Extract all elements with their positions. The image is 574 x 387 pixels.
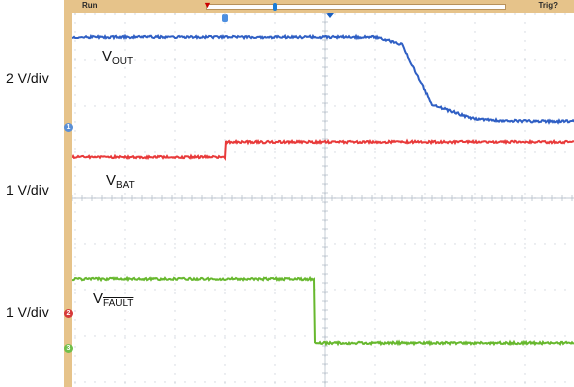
vout-label-main: V <box>102 48 112 65</box>
trigger-status-label: Trig? <box>538 0 558 12</box>
vout-scale-label: 2 V/div <box>6 70 49 86</box>
vfault-label-main: V <box>93 290 103 307</box>
trigger-t-icon: ▼ <box>203 1 212 10</box>
vbat-label-main: V <box>106 172 116 189</box>
vbat-scale-label: 1 V/div <box>6 182 49 198</box>
vfault-trace-label: VFAULT <box>93 290 133 309</box>
vfault-label-sub: FAULT <box>103 298 133 309</box>
left-frame <box>64 13 72 387</box>
run-status-label: Run <box>82 0 98 12</box>
grid <box>72 13 574 387</box>
vfault-trace <box>72 278 574 344</box>
vout-trace-label: VOUT <box>102 48 133 67</box>
timebar-position-marker[interactable] <box>273 3 277 11</box>
timebase-position-bar[interactable]: ▼ <box>206 4 506 10</box>
vbat-trace <box>72 141 574 158</box>
scope-plot-area <box>72 13 574 387</box>
status-bar: Run ▼ Trig? <box>64 0 574 13</box>
vbat-trace-label: VBAT <box>106 172 135 191</box>
vbat-label-sub: BAT <box>116 180 135 191</box>
vout-label-sub: OUT <box>112 56 133 67</box>
vfault-scale-label: 1 V/div <box>6 304 49 320</box>
